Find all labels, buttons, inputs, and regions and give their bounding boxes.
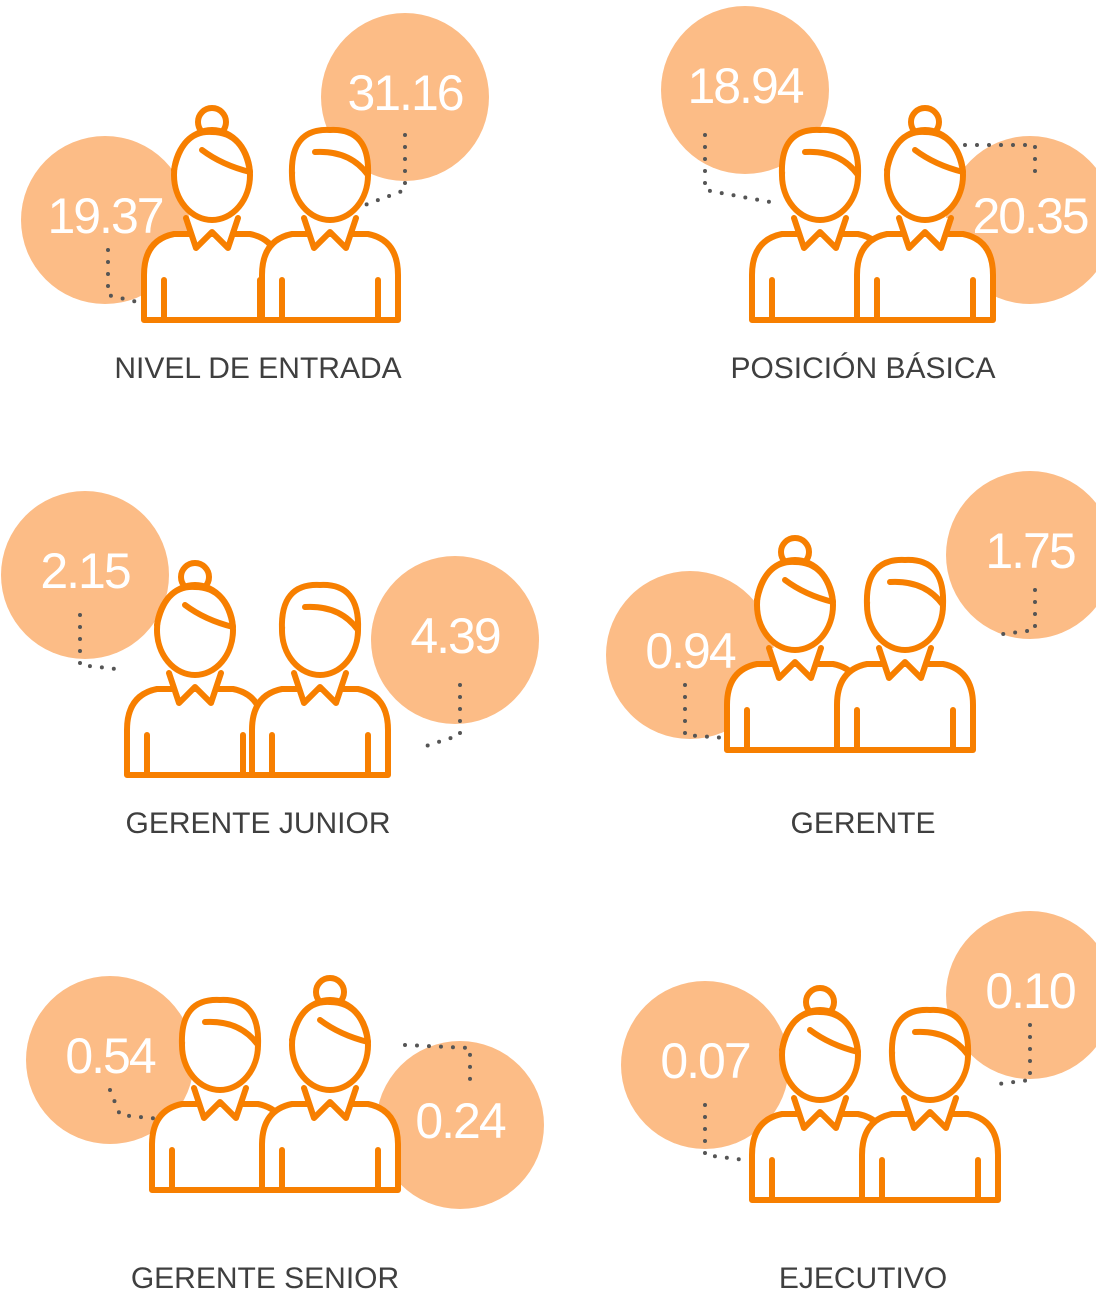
value-text: 1.75 [985,523,1075,579]
person-icon [837,560,973,750]
value-text: 0.94 [645,623,736,679]
value-text: 4.39 [410,608,500,664]
panel-label: EJECUTIVO [779,1262,947,1290]
panel-label: POSICIÓN BÁSICA [730,352,995,385]
panel-label: NIVEL DE ENTRADA [114,352,401,385]
panel-label: GERENTE [790,807,935,840]
value-text: 0.10 [985,963,1075,1019]
person-icon [252,585,388,775]
value-text: 19.37 [47,188,162,244]
value-text: 0.07 [660,1033,750,1089]
value-text: 2.15 [40,543,130,599]
panel-label: GERENTE JUNIOR [125,807,390,840]
panel-label: GERENTE SENIOR [131,1262,399,1290]
value-text: 0.54 [65,1028,156,1084]
value-text: 20.35 [972,188,1087,244]
value-text: 31.16 [347,65,462,121]
value-text: 18.94 [687,58,803,114]
value-text: 0.24 [415,1093,506,1149]
infographic: 19.37 31.16 NIVEL DE ENTRADA 18.94 20.35 POSI… [0,0,1096,1290]
person-icon [262,978,398,1190]
